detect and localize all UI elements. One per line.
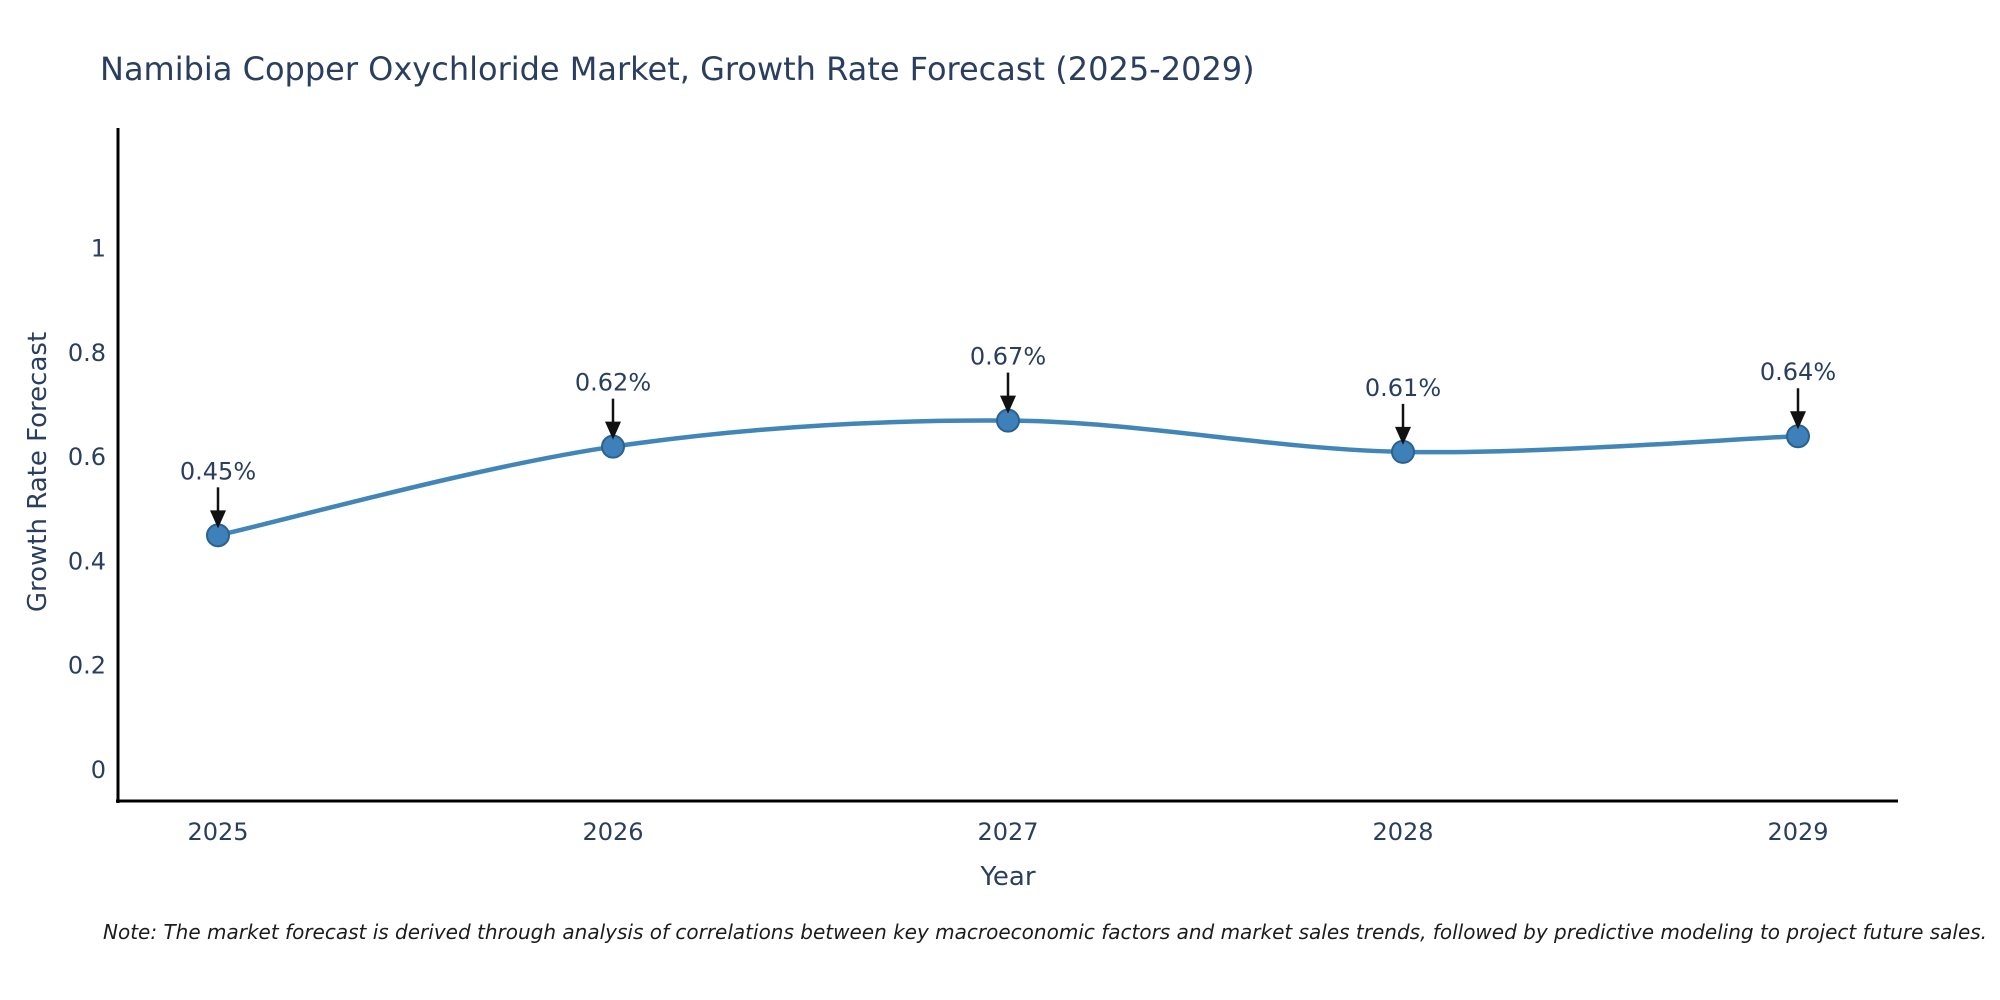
y-tick-label: 0.2: [68, 652, 106, 680]
x-tick-label: 2027: [977, 818, 1038, 846]
data-point-label: 0.45%: [180, 457, 256, 485]
data-point-label: 0.67%: [970, 343, 1046, 371]
x-axis-title: Year: [980, 862, 1036, 892]
annotation-arrow-head: [605, 421, 621, 440]
chart-title: Namibia Copper Oxychloride Market, Growt…: [100, 50, 1255, 88]
y-tick-label: 0: [91, 756, 106, 784]
annotation-arrow-head: [1000, 395, 1016, 414]
data-point-label: 0.62%: [575, 369, 651, 397]
y-tick-label: 0.8: [68, 339, 106, 367]
x-tick-label: 2025: [187, 818, 248, 846]
data-point-label: 0.61%: [1365, 374, 1441, 402]
y-tick-label: 1: [91, 235, 106, 263]
annotation-arrow-head: [210, 510, 226, 529]
y-tick-label: 0.4: [68, 547, 106, 575]
y-axis-title: Growth Rate Forecast: [23, 331, 53, 613]
annotation-arrow-head: [1790, 411, 1806, 430]
x-tick-label: 2028: [1372, 818, 1433, 846]
growth-rate-line: [215, 418, 1801, 538]
x-tick-label: 2026: [582, 818, 643, 846]
footnote-text: Note: The market forecast is derived thr…: [103, 920, 1988, 944]
x-tick-label: 2029: [1767, 818, 1828, 846]
annotation-arrow-head: [1395, 426, 1411, 445]
y-tick-label: 0.6: [68, 443, 106, 471]
data-point-label: 0.64%: [1760, 358, 1836, 386]
